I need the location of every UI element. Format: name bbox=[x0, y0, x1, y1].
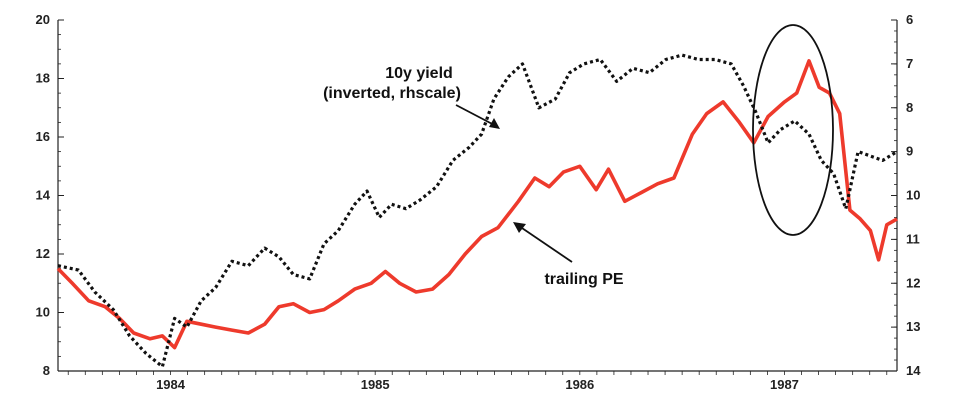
left-tick-label: 12 bbox=[36, 246, 50, 261]
x-tick-label: 1984 bbox=[156, 377, 186, 392]
series-layer bbox=[56, 53, 898, 369]
pe-arrow-head bbox=[513, 222, 526, 233]
left-tick-label: 20 bbox=[36, 12, 50, 27]
left-tick-label: 18 bbox=[36, 71, 50, 86]
right-tick-label: 11 bbox=[906, 231, 920, 246]
x-tick-label: 1987 bbox=[770, 377, 799, 392]
yield-arrow-head bbox=[489, 118, 500, 129]
right-tick-label: 6 bbox=[906, 12, 913, 27]
x-tick-label: 1985 bbox=[361, 377, 390, 392]
left-tick-label: 14 bbox=[36, 188, 51, 203]
right-tick-label: 8 bbox=[906, 100, 913, 115]
series-line-10y-yield bbox=[57, 53, 898, 369]
x-tick-label: 1986 bbox=[565, 377, 594, 392]
yield-arrow-line bbox=[455, 104, 499, 128]
annotation-layer: 10y yield (inverted, rhscale) trailing P… bbox=[323, 24, 834, 288]
right-tick-label: 9 bbox=[906, 144, 913, 159]
pe-label: trailing PE bbox=[544, 271, 623, 288]
yield-label-line-1: 10y yield bbox=[385, 65, 453, 82]
axes-layer: 8 10 12 14 16 18 20 6 7 8 9 10 11 12 13 14 1984 1985 1986 1… bbox=[36, 12, 922, 392]
right-tick-label: 13 bbox=[906, 319, 920, 334]
right-tick-label: 12 bbox=[906, 275, 920, 290]
left-tick-label: 10 bbox=[36, 305, 50, 320]
left-tick-label: 16 bbox=[36, 129, 50, 144]
right-tick-label: 7 bbox=[906, 56, 913, 71]
right-tick-label: 14 bbox=[906, 363, 921, 378]
yield-label-line-2: (inverted, rhscale) bbox=[323, 85, 461, 102]
highlight-ellipse bbox=[752, 24, 834, 236]
right-tick-label: 10 bbox=[906, 188, 920, 203]
left-tick-label: 8 bbox=[43, 363, 50, 378]
series-line-trailing-pe bbox=[56, 59, 898, 350]
pe-arrow-line bbox=[518, 225, 573, 263]
